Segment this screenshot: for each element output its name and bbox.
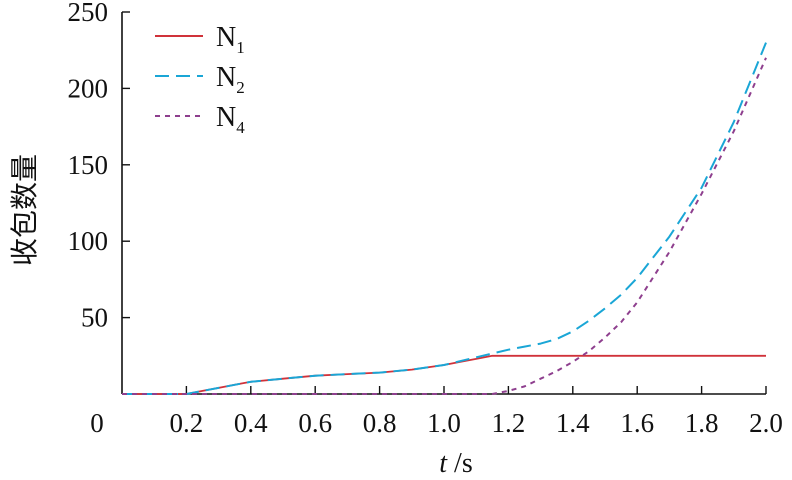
series-line-n2 <box>122 42 767 395</box>
x-axis-unit: /s <box>447 448 473 479</box>
x-tick-label: 0.6 <box>298 408 332 438</box>
x-axis-title: t /s <box>439 448 472 479</box>
y-tick-label: 100 <box>68 226 109 256</box>
y-axis-ticks: 0 50 100 150 200 250 <box>68 0 130 438</box>
x-tick-label: 1.0 <box>427 408 461 438</box>
legend-label-n4: N4 <box>216 102 245 137</box>
x-tick-label: 0.2 <box>170 408 204 438</box>
x-tick-label: 0.4 <box>234 408 268 438</box>
x-tick-label: 0.8 <box>363 408 397 438</box>
legend-label-n1: N1 <box>216 22 245 57</box>
x-tick-label: 1.4 <box>556 408 590 438</box>
x-tick-label: 1.8 <box>685 408 719 438</box>
x-tick-label: 2.0 <box>749 408 783 438</box>
legend-label-n2: N2 <box>216 62 245 97</box>
series-layer <box>122 42 767 395</box>
x-axis-variable: t <box>439 448 448 479</box>
y-axis-title: 收包数量 <box>8 154 41 266</box>
y-tick-label: 0 <box>90 408 104 438</box>
legend: N1 N2 N4 <box>155 22 245 137</box>
x-tick-label: 1.2 <box>492 408 526 438</box>
y-tick-label: 200 <box>68 73 109 103</box>
series-line-n4 <box>122 57 767 395</box>
y-tick-label: 150 <box>68 150 109 180</box>
x-axis-ticks: 0.2 0.4 0.6 0.8 1.0 1.2 1.4 1.6 1.8 2.0 <box>170 386 783 438</box>
y-tick-label: 250 <box>68 0 109 27</box>
x-tick-label: 1.6 <box>620 408 654 438</box>
y-tick-label: 50 <box>81 303 108 333</box>
